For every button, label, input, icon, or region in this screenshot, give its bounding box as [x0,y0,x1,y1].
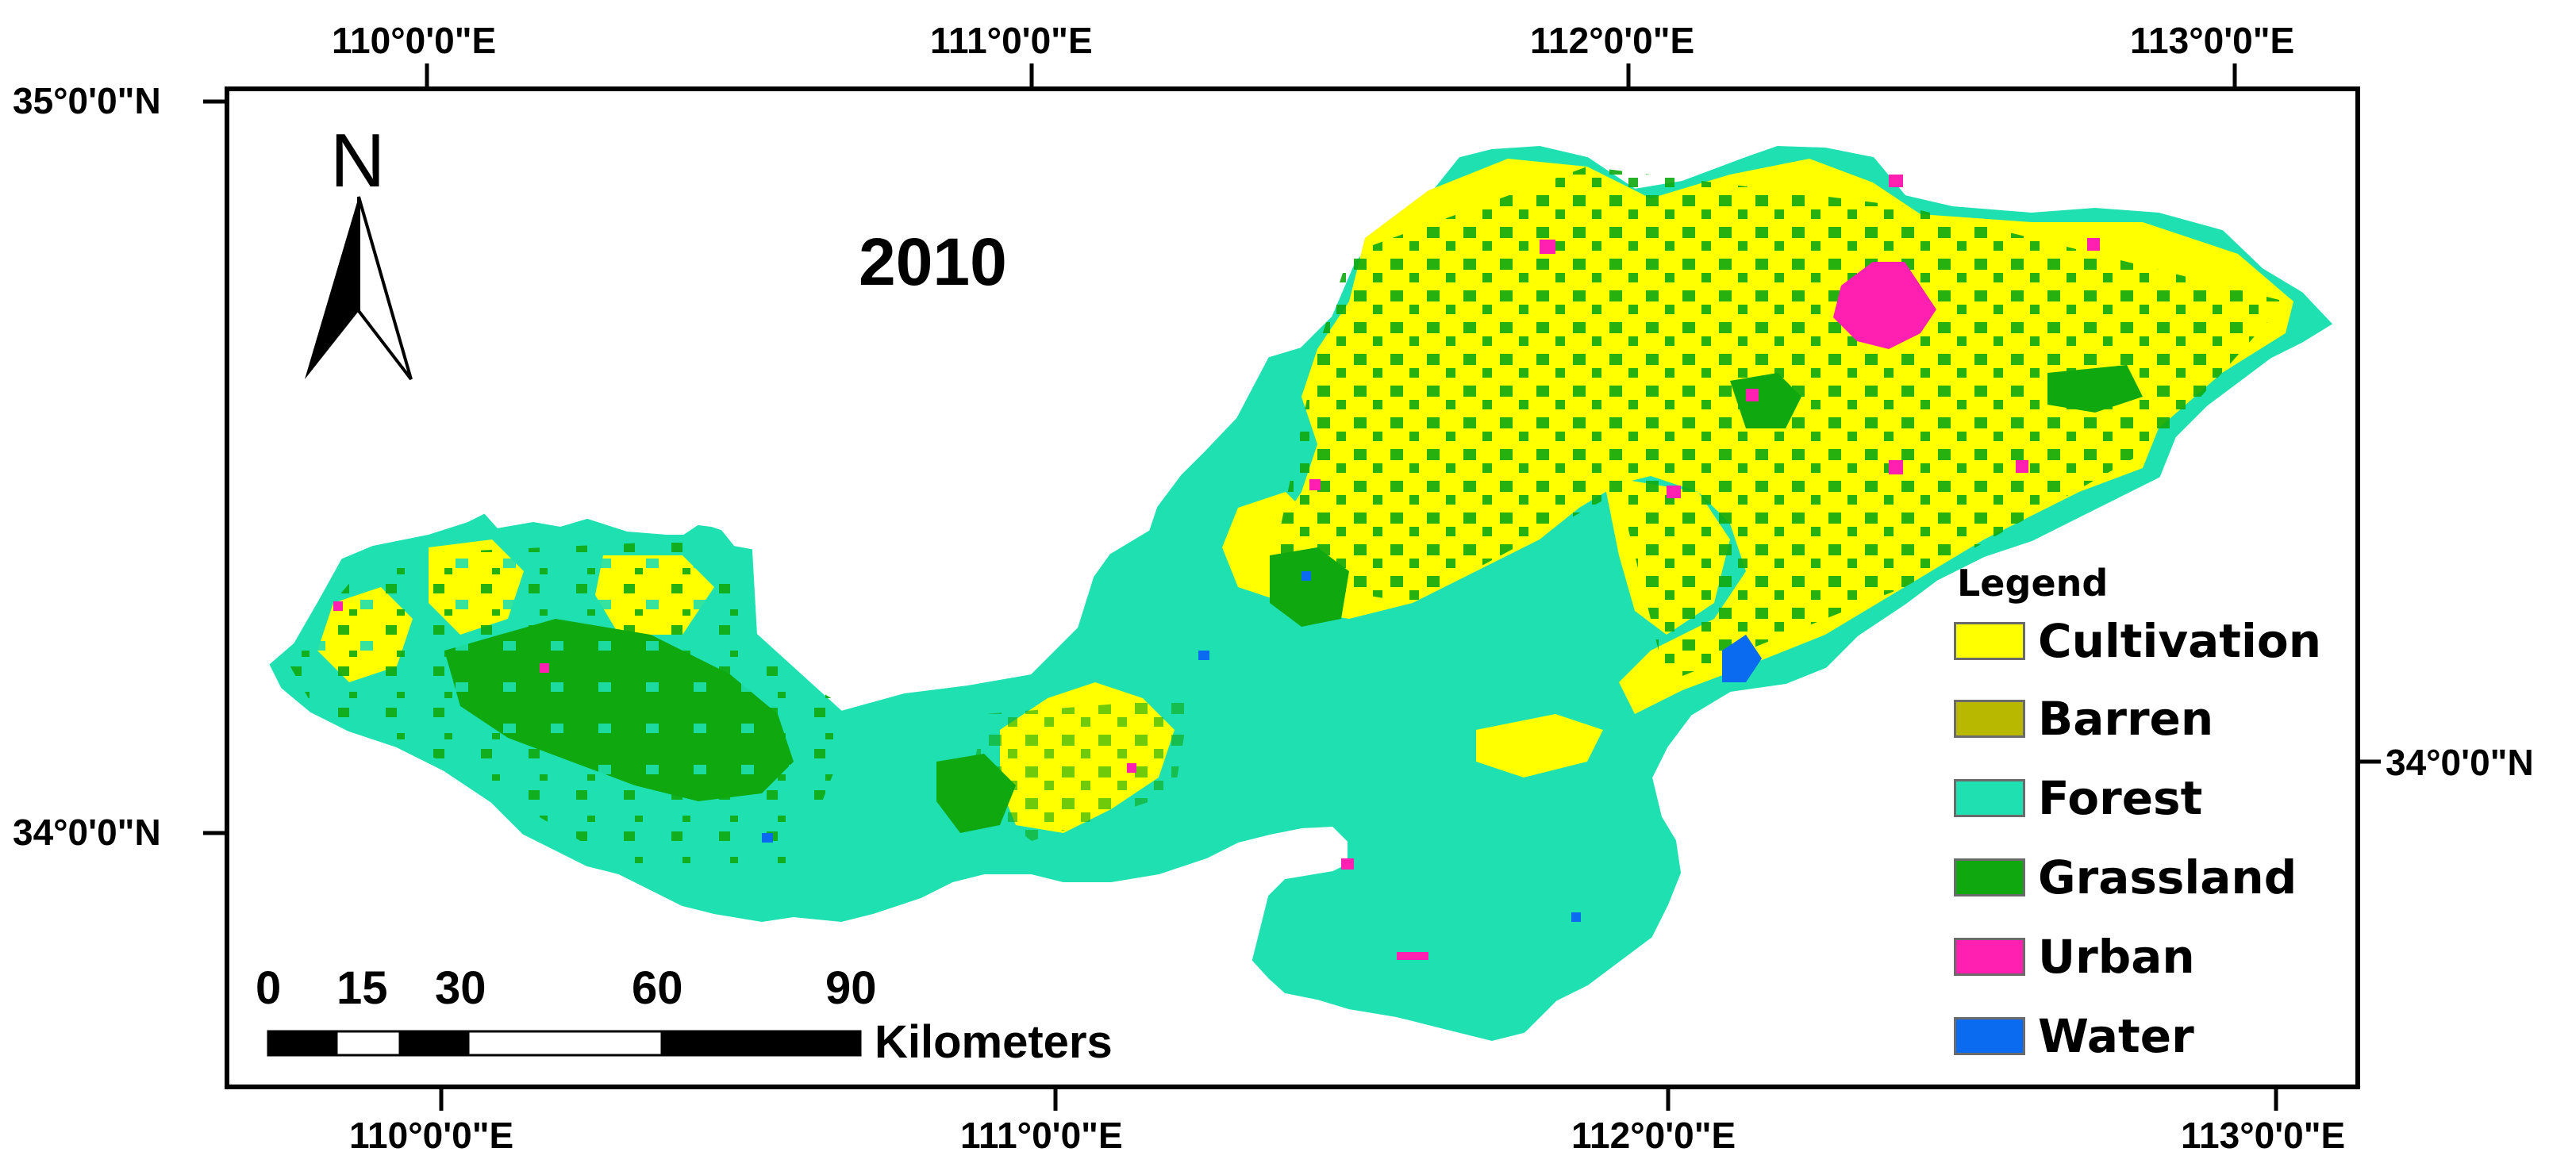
legend-item-barren: Barren [1954,692,2214,746]
legend-label: Grassland [2038,850,2297,904]
scale-bar [267,1030,862,1057]
lon-label-bottom-112: 112°0'0"E [1571,1115,1736,1156]
scale-tick-label: 90 [825,962,877,1014]
scale-tick-label: 15 [336,962,388,1014]
legend-swatch [1954,622,2025,660]
lat-label-left-35: 35°0'0"N [13,80,161,121]
legend-label: Barren [2038,692,2214,746]
scale-tick-label: 0 [256,962,282,1014]
scale-unit-label: Kilometers [875,1016,1113,1068]
legend-label: Cultivation [2038,614,2322,668]
legend-title: Legend [1957,562,2109,605]
scale-tick-label: 30 [435,962,486,1014]
legend-swatch [1954,700,2025,738]
north-arrow-label: N [330,118,386,203]
legend-item-water: Water [1954,1009,2194,1063]
lon-label-top-113: 113°0'0"E [2130,20,2295,61]
legend-swatch [1954,1017,2025,1055]
legend-label: Urban [2038,930,2195,984]
north-arrow-icon [305,196,413,381]
lon-label-top-111: 111°0'0"E [930,20,1093,61]
urban-areas [333,175,2100,960]
water-areas [762,571,1762,922]
lon-label-top-112: 112°0'0"E [1530,20,1695,61]
legend-label: Water [2038,1009,2194,1063]
legend-swatch [1954,938,2025,976]
legend-item-grassland: Grassland [1954,850,2297,904]
legend-label: Forest [2038,771,2203,825]
scale-tick-label: 60 [632,962,683,1014]
lon-label-bottom-110: 110°0'0"E [349,1115,514,1156]
legend-item-urban: Urban [1954,930,2195,984]
legend-swatch [1954,779,2025,817]
lon-label-bottom-113: 113°0'0"E [2181,1115,2346,1156]
lat-label-left-34: 34°0'0"N [13,812,161,853]
legend-item-forest: Forest [1954,771,2203,825]
legend-item-cultivation: Cultivation [1954,614,2322,668]
legend-swatch [1954,858,2025,896]
map-year-label: 2010 [859,225,1007,299]
lon-label-top-110: 110°0'0"E [332,20,497,61]
lon-label-bottom-111: 111°0'0"E [960,1115,1123,1156]
lat-label-right-34: 34°0'0"N [2386,742,2534,783]
